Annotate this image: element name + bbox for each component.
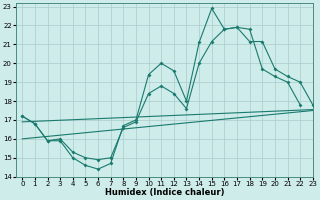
X-axis label: Humidex (Indice chaleur): Humidex (Indice chaleur) bbox=[105, 188, 224, 197]
